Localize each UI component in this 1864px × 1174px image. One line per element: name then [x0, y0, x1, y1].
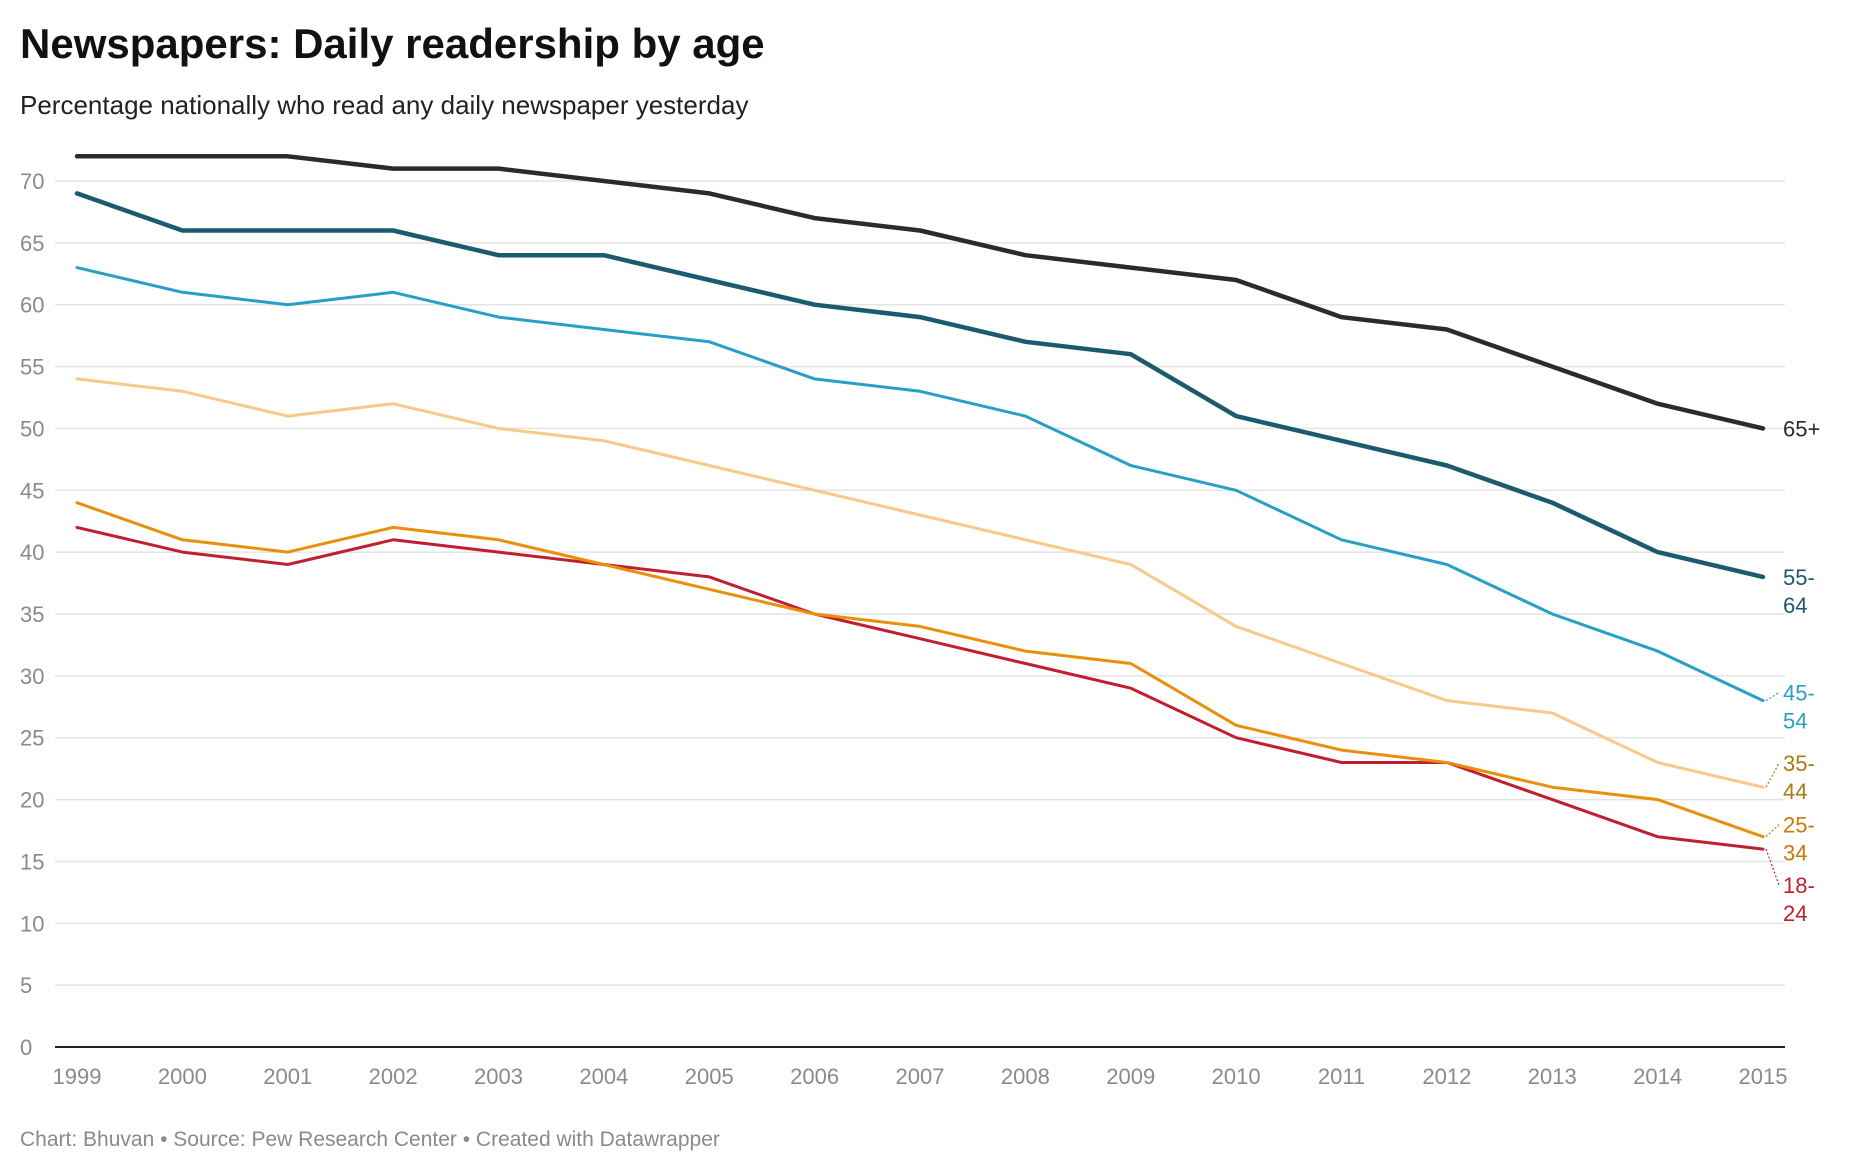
x-tick-label-2007: 2007: [896, 1064, 945, 1089]
y-tick-label-25: 25: [20, 726, 44, 751]
y-axis: 0 5 10 15 20 25 30 35 40 45 50 55 60 65 70: [20, 169, 44, 1060]
series-label-25-34-part1: 25-: [1783, 813, 1815, 838]
x-tick-label-2005: 2005: [685, 1064, 734, 1089]
y-tick-label-20: 20: [20, 788, 44, 813]
x-tick-label-2015: 2015: [1739, 1064, 1788, 1089]
y-tick-label-65: 65: [20, 231, 44, 256]
label-connector-35-44: [1765, 762, 1780, 788]
y-tick-label-35: 35: [20, 602, 44, 627]
series-lines: [74, 154, 1766, 851]
x-axis: 1999 2000 2001 2002 2003 2004 2005 2006 2007 2008…: [53, 1046, 1788, 1089]
chart-title: Newspapers: Daily readership by age: [20, 20, 765, 67]
y-tick-label-55: 55: [20, 355, 44, 380]
label-connector-45-54: [1765, 692, 1780, 702]
x-tick-label-2009: 2009: [1106, 1064, 1155, 1089]
series-label-45-54-part1: 45-: [1783, 681, 1815, 706]
series-line-45-54: [75, 266, 1765, 703]
y-tick-label-50: 50: [20, 416, 44, 441]
series-label-45-54-part2: 54: [1783, 709, 1807, 734]
series-line-65plus: [74, 154, 1766, 431]
y-tick-label-5: 5: [20, 973, 32, 998]
x-tick-label-2006: 2006: [790, 1064, 839, 1089]
label-connector-18-24: [1765, 848, 1780, 886]
series-line-35-44: [75, 377, 1765, 789]
x-tick-label-2008: 2008: [1001, 1064, 1050, 1089]
series-label-55-64-part2: 64: [1783, 593, 1807, 618]
series-line-55-64: [74, 191, 1766, 580]
x-tick-label-2003: 2003: [474, 1064, 523, 1089]
chart-footer: Chart: Bhuvan • Source: Pew Research Cen…: [20, 1128, 720, 1151]
x-tick-label-2004: 2004: [579, 1064, 628, 1089]
y-tick-label-10: 10: [20, 911, 44, 936]
x-tick-label-2010: 2010: [1212, 1064, 1261, 1089]
x-tick-label-2013: 2013: [1528, 1064, 1577, 1089]
series-end-labels: 65+ 55- 64 45- 54 35- 44 25- 34 18- 24: [1765, 416, 1820, 926]
y-tick-label-40: 40: [20, 540, 44, 565]
chart-subtitle: Percentage nationally who read any daily…: [20, 90, 749, 120]
y-tick-label-30: 30: [20, 664, 44, 689]
series-label-55-64-part1: 55-: [1783, 565, 1815, 590]
series-label-18-24-part2: 24: [1783, 901, 1807, 926]
x-tick-label-2001: 2001: [263, 1064, 312, 1089]
x-tick-label-2014: 2014: [1633, 1064, 1682, 1089]
series-line-18-24: [75, 525, 1765, 851]
y-tick-label-0: 0: [20, 1035, 32, 1060]
label-connector-25-34: [1765, 824, 1780, 838]
x-tick-label-2000: 2000: [158, 1064, 207, 1089]
series-label-65plus: 65+: [1783, 416, 1820, 441]
y-tick-label-45: 45: [20, 478, 44, 503]
gridlines: [55, 180, 1785, 986]
series-label-18-24-part1: 18-: [1783, 873, 1815, 898]
x-tick-label-2011: 2011: [1318, 1064, 1365, 1089]
series-label-25-34-part2: 34: [1783, 841, 1807, 866]
x-tick-label-1999: 1999: [53, 1064, 102, 1089]
y-tick-label-70: 70: [20, 169, 44, 194]
series-label-35-44-part2: 44: [1783, 779, 1807, 804]
x-tick-label-2012: 2012: [1422, 1064, 1471, 1089]
y-tick-label-15: 15: [20, 849, 44, 874]
x-tick-label-2002: 2002: [369, 1064, 418, 1089]
series-label-35-44-part1: 35-: [1783, 751, 1815, 776]
y-tick-label-60: 60: [20, 293, 44, 318]
